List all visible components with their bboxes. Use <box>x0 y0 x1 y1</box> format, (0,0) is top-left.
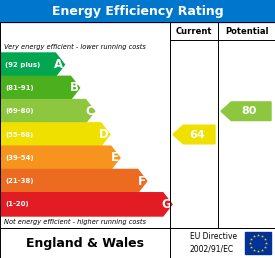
Text: (92 plus): (92 plus) <box>5 62 40 68</box>
Text: (81-91): (81-91) <box>5 85 34 91</box>
Text: 64: 64 <box>189 130 205 140</box>
Text: 80: 80 <box>241 106 257 116</box>
Polygon shape <box>0 123 110 146</box>
Text: C: C <box>85 105 94 118</box>
Bar <box>0 0 275 22</box>
Text: F: F <box>138 175 146 188</box>
Text: (69-80): (69-80) <box>5 108 34 114</box>
Polygon shape <box>0 100 95 123</box>
Polygon shape <box>0 76 79 100</box>
Text: Not energy efficient - higher running costs: Not energy efficient - higher running co… <box>4 219 146 225</box>
Polygon shape <box>0 146 120 170</box>
Text: (21-38): (21-38) <box>5 178 34 184</box>
Bar <box>0 228 275 258</box>
Text: Very energy efficient - lower running costs: Very energy efficient - lower running co… <box>4 43 146 50</box>
Text: Potential: Potential <box>225 27 268 36</box>
Bar <box>245 232 271 254</box>
Text: (39-54): (39-54) <box>5 155 34 161</box>
Polygon shape <box>173 125 215 144</box>
Text: EU Directive
2002/91/EC: EU Directive 2002/91/EC <box>190 232 237 254</box>
Text: (55-68): (55-68) <box>5 132 33 138</box>
Text: Energy Efficiency Rating: Energy Efficiency Rating <box>52 4 223 18</box>
Text: England & Wales: England & Wales <box>26 237 144 249</box>
Text: D: D <box>99 128 109 141</box>
Text: G: G <box>161 198 171 211</box>
Text: (1-20): (1-20) <box>5 201 29 207</box>
Polygon shape <box>221 102 271 120</box>
Text: E: E <box>111 151 119 164</box>
Text: B: B <box>70 82 79 94</box>
Polygon shape <box>0 53 64 76</box>
Text: A: A <box>54 58 64 71</box>
Text: Current: Current <box>176 27 212 36</box>
Polygon shape <box>0 170 147 193</box>
Polygon shape <box>0 193 172 216</box>
Bar <box>0 22 275 228</box>
